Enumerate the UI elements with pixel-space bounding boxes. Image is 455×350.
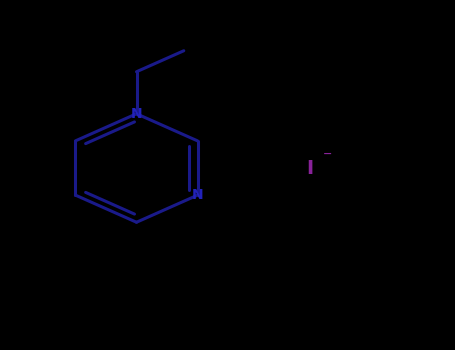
Text: N: N	[192, 188, 203, 202]
Text: N: N	[131, 107, 142, 121]
Text: I: I	[306, 159, 313, 177]
Text: −: −	[323, 149, 332, 159]
